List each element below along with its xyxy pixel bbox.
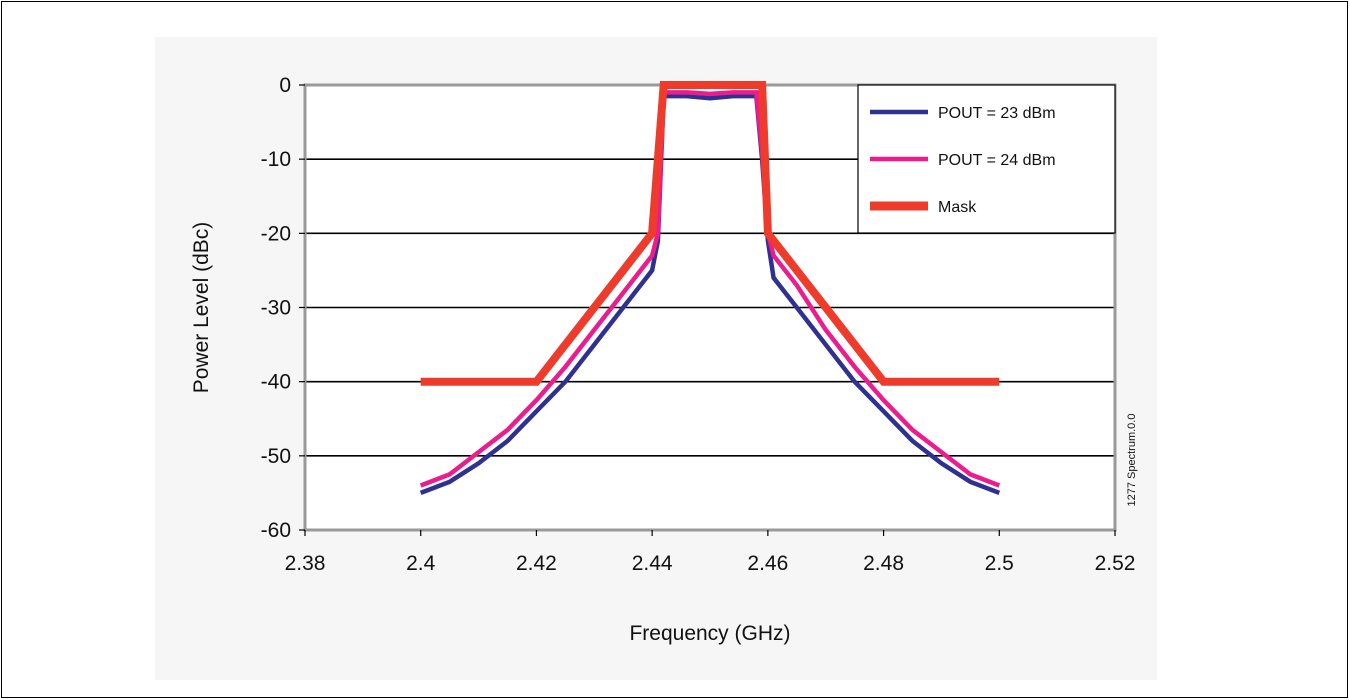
- y-axis-title: Power Level (dBc): [190, 222, 213, 394]
- legend-label: POUT = 23 dBm: [938, 105, 1056, 122]
- x-tick-labels: 2.38 2.4 2.42 2.44 2.46 2.48 2.5 2.52: [285, 530, 1136, 575]
- x-tick-label: 2.42: [516, 552, 557, 575]
- x-tick-label: 2.4: [406, 552, 436, 575]
- side-note-label: 1277 Spectrum.0.0: [1126, 414, 1138, 507]
- legend-label: POUT = 24 dBm: [938, 152, 1056, 169]
- x-tick-label: 2.48: [863, 552, 904, 575]
- series-line-0: [419, 93, 1001, 496]
- y-tick-label: -60: [261, 519, 291, 542]
- x-tick-label: 2.5: [985, 552, 1014, 575]
- y-tick-label: -40: [261, 371, 291, 394]
- x-axis-title: Frequency (GHz): [629, 622, 790, 645]
- x-tick-label: 2.46: [747, 552, 788, 575]
- y-tick-label: -10: [261, 148, 291, 171]
- x-tick-label: 2.44: [632, 552, 673, 575]
- legend: POUT = 23 dBm POUT = 24 dBm Mask: [857, 84, 1116, 234]
- y-tick-label: -30: [261, 297, 291, 320]
- y-tick-label: 0: [279, 74, 291, 97]
- x-tick-label: 2.38: [285, 552, 326, 575]
- legend-label: Mask: [938, 199, 977, 216]
- series-line-2: [420, 81, 1000, 386]
- series-lines: [419, 81, 1001, 496]
- x-tick-label: 2.52: [1095, 552, 1136, 575]
- y-tick-labels: 0 -10 -20 -30 -40 -50 -60: [261, 74, 305, 542]
- y-tick-label: -20: [261, 222, 291, 245]
- series-line-1: [419, 90, 1001, 488]
- y-tick-label: -50: [261, 445, 291, 468]
